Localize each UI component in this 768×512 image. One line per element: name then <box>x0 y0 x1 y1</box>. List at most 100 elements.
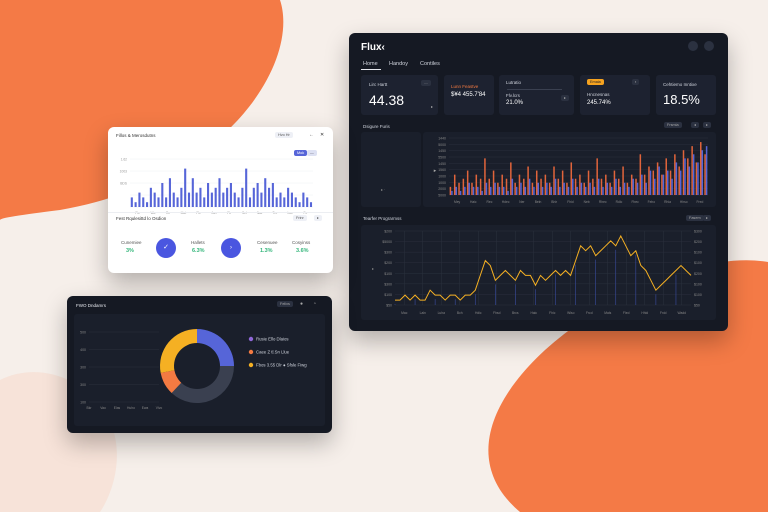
dot-icon[interactable]: ● <box>300 301 304 307</box>
y-tick-label: 1003 <box>120 170 128 174</box>
line-section-title: Tearfer Prograrmss <box>363 216 402 221</box>
bar-blue <box>701 150 704 195</box>
line-section-button[interactable]: Fasem <box>686 215 704 221</box>
bar-blue <box>692 154 695 195</box>
y-tick-label-right: $300 <box>694 230 702 234</box>
bar-section-prev[interactable]: ◂ <box>691 122 699 128</box>
y-tick-label: 400 <box>80 348 86 352</box>
bar-blue <box>550 186 552 195</box>
x-tick-label: Bch <box>457 311 463 315</box>
kpi-card-3[interactable]: Lutratio Flv.lcrs 21.0% ▸ <box>499 75 574 115</box>
nav-home[interactable]: Home <box>363 61 378 67</box>
x-tick-label: Mac <box>401 311 408 315</box>
kpi-sub: Flv.lcrs <box>506 93 520 98</box>
bar <box>237 197 240 207</box>
nav-handoy[interactable]: Handoy <box>389 61 408 67</box>
y-tick-label: 1450 <box>438 149 446 153</box>
kpi-label: Lirc Hartt <box>369 82 388 87</box>
kpi-card-2[interactable]: Lunn Feastve $¥4 455.7'84 <box>444 75 494 115</box>
bar-blue <box>688 166 691 195</box>
bar-blue <box>498 186 501 195</box>
bar-orange <box>523 178 525 195</box>
stat-value: 3% <box>126 248 134 254</box>
donut-panel: 500 400 300 300 100 Bkr Vao Elas Huho Ewa Vlvo Rusi… <box>74 314 325 426</box>
x-tick-label: Elas <box>114 406 121 410</box>
donut-widget-window: FWO Dndamrs Felixs ● ◔ 500 400 300 300 100 Bk… <box>67 296 332 433</box>
bar-orange <box>475 174 478 195</box>
bar-section-button[interactable]: Frsmia <box>664 122 682 128</box>
legend-chip-active[interactable]: Mok <box>294 150 308 156</box>
close-icon[interactable]: ✕ <box>320 132 325 138</box>
kpi-card-5[interactable]: Cehtiemo Inntixe 18.5% <box>656 75 716 115</box>
x-tick-label: Ewa <box>142 406 149 410</box>
nav-active-underline <box>361 69 381 70</box>
chevron-icon[interactable]: › <box>221 238 241 258</box>
x-tick-label: Jun <box>211 211 216 215</box>
x-tick-label: Wadd <box>678 311 687 315</box>
bar <box>142 197 145 207</box>
bar-orange <box>458 182 460 195</box>
stat-label: Cosyinss <box>292 240 311 245</box>
menu-icon[interactable] <box>704 41 714 51</box>
bar-orange <box>609 182 611 195</box>
bar-orange <box>691 146 693 195</box>
bar <box>306 197 309 207</box>
kpi-card-1[interactable]: Lirc Hartt 44.38 .... ▸ <box>361 75 438 115</box>
bar <box>279 192 282 207</box>
bar <box>134 202 137 207</box>
bar-blue <box>641 174 643 195</box>
bar-blue <box>559 186 561 195</box>
x-tick-label: Sel <box>242 211 247 215</box>
stat-value: 1.3% <box>260 248 273 254</box>
bar <box>264 178 267 207</box>
y-tick-label: 100 <box>80 401 86 405</box>
back-icon[interactable]: ← <box>309 132 314 138</box>
y-tick-label: $100 <box>384 272 392 276</box>
user-avatar-icon[interactable] <box>688 41 698 51</box>
bar-orange <box>570 162 573 195</box>
divider <box>108 212 333 213</box>
x-tick-label: Wiso <box>567 311 574 315</box>
x-tick-label: Feho <box>648 200 656 204</box>
x-tick-label: Tre <box>272 211 277 215</box>
pie-icon[interactable]: ◔ <box>313 301 317 307</box>
x-tick-label: Fhsd <box>493 311 500 315</box>
y-tick-label: 1000 <box>438 175 446 179</box>
x-tick-label: Rhec <box>599 200 607 204</box>
x-tick-label: Hhso <box>680 200 688 204</box>
bar-section-next[interactable]: ▸ <box>703 122 711 128</box>
bar-blue <box>515 186 518 195</box>
bar-orange <box>674 154 676 195</box>
light-section-next[interactable]: ▸ <box>314 215 322 221</box>
nav-contiles[interactable]: Contiles <box>420 61 440 67</box>
donut-toolbar-button[interactable]: Felixs <box>277 301 293 307</box>
x-tick-label: Fhid <box>567 200 574 204</box>
bar-chart-panel: 1440 5000 1450 5500 1450 1560 1000 1000 2000 5000… <box>423 132 716 207</box>
bar-blue <box>705 146 708 195</box>
light-toolbar-select[interactable]: Hvo Hr <box>275 132 293 138</box>
bar-orange <box>514 182 516 195</box>
kpi-card-4[interactable]: Emaia Hncnesnas 245.74% ▪ <box>580 75 650 115</box>
bar-orange <box>665 158 667 195</box>
x-tick-label: Frcd <box>586 311 593 315</box>
bar-orange <box>583 182 585 195</box>
line-chart: $200 $300 $5000 $200 $300 $100 $200 $100 $100 $20… <box>372 230 702 316</box>
check-icon[interactable]: ✓ <box>156 238 176 258</box>
x-tick-label: Mey <box>454 200 461 204</box>
y-tick-label-right: $200 <box>694 240 702 244</box>
stat-label: Hallets <box>191 240 205 245</box>
bar-orange <box>453 174 456 195</box>
x-tick-label: Huho <box>127 406 135 410</box>
y-tick-label: $50 <box>386 304 392 308</box>
x-tick-label: Rn <box>166 211 170 215</box>
bar-orange <box>656 162 659 195</box>
y-tick-label: 1.62 <box>121 158 128 162</box>
donut-slice <box>160 329 197 373</box>
x-tick-label: Fled <box>623 311 630 315</box>
line-section-next[interactable]: ▸ <box>703 215 711 221</box>
light-section-button[interactable]: Frinr <box>293 215 307 221</box>
x-tick-label: Luha <box>438 311 446 315</box>
y-tick-label: 5500 <box>438 156 446 160</box>
x-tick-label: Bhir <box>551 200 558 204</box>
legend-chip[interactable]: — <box>307 150 317 156</box>
